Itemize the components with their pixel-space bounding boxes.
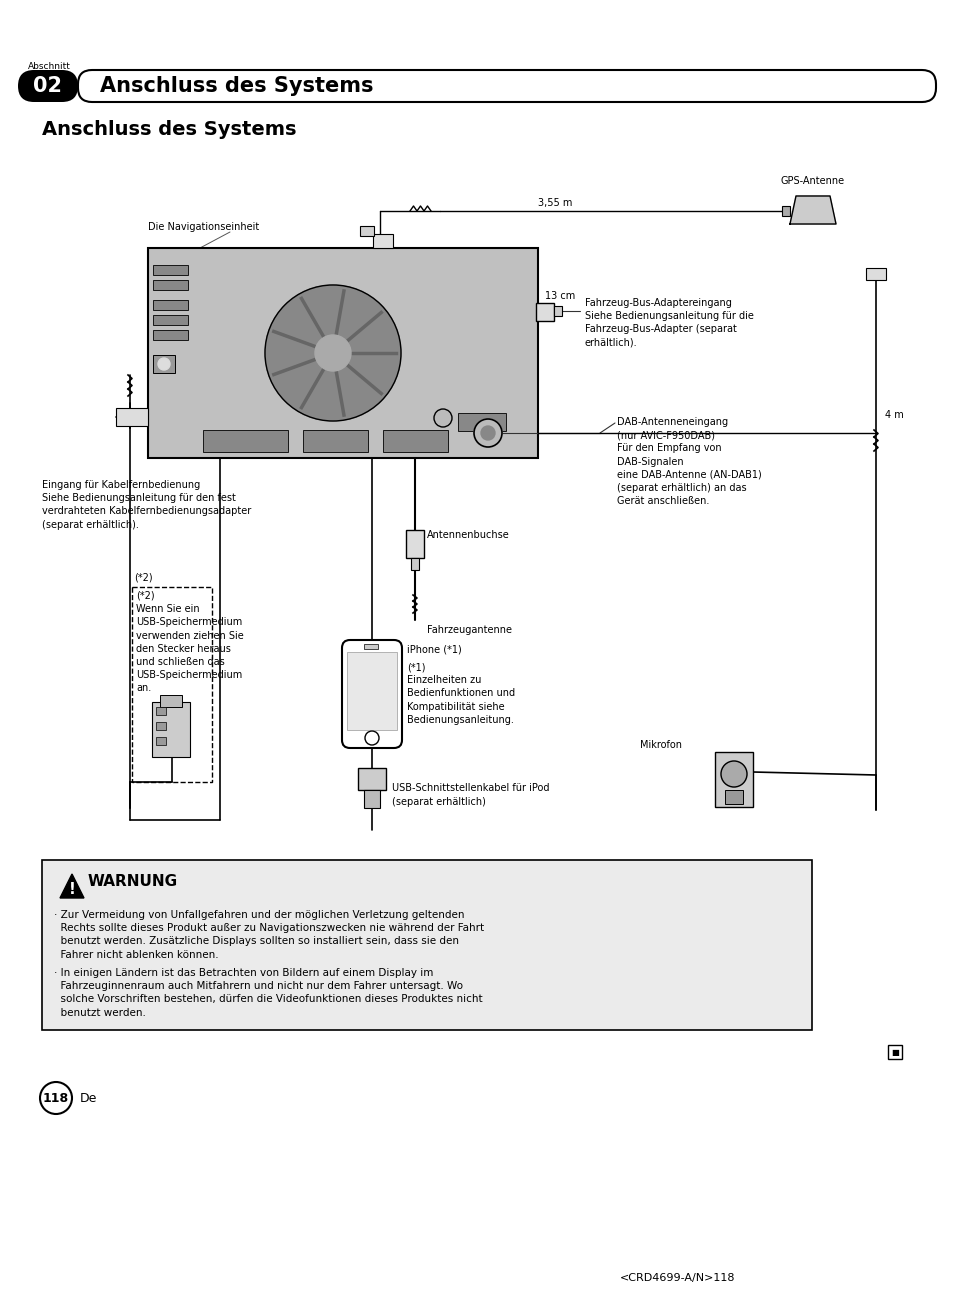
Bar	[152, 315, 188, 325]
Bar	[406, 531, 423, 558]
Circle shape	[720, 761, 746, 787]
Text: DAB-Antenneneingang
(nur AVIC-F950DAB)
Für den Empfang von
DAB-Signalen
eine DAB: DAB-Antenneneingang (nur AVIC-F950DAB) F…	[617, 417, 760, 506]
Bar	[156, 707, 166, 715]
Text: <CRD4699-A/N>118: <CRD4699-A/N>118	[619, 1273, 735, 1283]
Text: Die Navigationseinheit: Die Navigationseinheit	[148, 222, 259, 233]
Bar	[347, 652, 396, 731]
Bar	[554, 306, 561, 316]
Bar	[152, 702, 190, 757]
Text: · Zur Vermeidung von Unfallgefahren und der möglichen Verletzung geltenden
  Rec: · Zur Vermeidung von Unfallgefahren und …	[54, 910, 483, 959]
Bar	[152, 329, 188, 340]
Bar	[865, 268, 885, 280]
Text: Fahrzeugantenne: Fahrzeugantenne	[427, 625, 512, 635]
Bar	[152, 301, 188, 310]
Text: (*2): (*2)	[133, 572, 152, 582]
Circle shape	[365, 731, 378, 745]
FancyBboxPatch shape	[341, 640, 401, 748]
Text: USB-Schnittstellenkabel für iPod
(separat erhältlich): USB-Schnittstellenkabel für iPod (separa…	[392, 783, 549, 806]
Text: iPhone (*1): iPhone (*1)	[407, 644, 461, 655]
Polygon shape	[60, 874, 84, 898]
Bar	[42, 860, 811, 1030]
Polygon shape	[789, 196, 835, 223]
Bar	[373, 234, 393, 248]
Text: 4 m: 4 m	[884, 410, 902, 420]
Text: Antennenbuchse: Antennenbuchse	[427, 531, 509, 540]
Bar	[781, 207, 789, 216]
Text: Fahrzeug-Bus-Adaptereingang
Siehe Bedienungsanleitung für die
Fahrzeug-Bus-Adapt: Fahrzeug-Bus-Adaptereingang Siehe Bedien…	[584, 298, 753, 348]
Circle shape	[314, 335, 351, 371]
Text: De: De	[80, 1091, 97, 1104]
Text: ■: ■	[890, 1047, 898, 1056]
Text: 118: 118	[43, 1091, 69, 1104]
Text: !: !	[69, 882, 75, 897]
Bar	[156, 721, 166, 731]
Text: 02: 02	[33, 76, 63, 95]
Circle shape	[434, 409, 452, 427]
Bar	[148, 248, 537, 457]
Bar	[364, 789, 379, 808]
Bar	[457, 413, 505, 431]
Circle shape	[474, 420, 501, 447]
Bar	[303, 430, 368, 452]
Text: GPS-Antenne: GPS-Antenne	[781, 176, 844, 186]
Bar	[152, 280, 188, 290]
FancyBboxPatch shape	[18, 71, 78, 102]
Bar	[364, 644, 377, 650]
Bar	[536, 303, 554, 322]
Text: 3,55 m: 3,55 m	[537, 197, 572, 208]
Bar	[152, 265, 188, 274]
Bar	[203, 430, 288, 452]
Text: · In einigen Ländern ist das Betrachten von Bildern auf einem Display im
  Fahrz: · In einigen Ländern ist das Betrachten …	[54, 968, 482, 1018]
Text: (*2)
Wenn Sie ein
USB-Speichermedium
verwenden ziehen Sie
den Stecker heraus
und: (*2) Wenn Sie ein USB-Speichermedium ver…	[136, 591, 244, 694]
Bar	[411, 558, 418, 570]
Circle shape	[480, 426, 495, 440]
Bar	[887, 1046, 901, 1059]
Bar	[132, 587, 212, 782]
Bar	[152, 356, 174, 372]
Bar	[116, 408, 148, 426]
Bar	[382, 430, 448, 452]
Text: WARNUNG: WARNUNG	[88, 874, 178, 889]
Text: 13 cm: 13 cm	[544, 291, 575, 301]
Bar	[160, 695, 182, 707]
Bar	[359, 226, 374, 237]
Text: Anschluss des Systems: Anschluss des Systems	[42, 120, 296, 139]
Bar	[357, 769, 386, 789]
Text: Abschnitt: Abschnitt	[28, 61, 71, 71]
Text: Anschluss des Systems: Anschluss des Systems	[100, 76, 374, 95]
Text: Mikrofon: Mikrofon	[639, 740, 681, 750]
FancyBboxPatch shape	[78, 71, 935, 102]
Text: (*1)
Einzelheiten zu
Bedienfunktionen und
Kompatibilität siehe
Bedienungsanleitu: (*1) Einzelheiten zu Bedienfunktionen un…	[407, 663, 515, 725]
Circle shape	[158, 358, 170, 370]
Bar	[714, 752, 752, 806]
Text: Eingang für Kabelfernbedienung
Siehe Bedienungsanleitung für den fest
verdrahtet: Eingang für Kabelfernbedienung Siehe Bed…	[42, 480, 251, 529]
Circle shape	[40, 1082, 71, 1114]
Circle shape	[265, 285, 400, 421]
Bar	[724, 789, 742, 804]
Bar	[156, 737, 166, 745]
